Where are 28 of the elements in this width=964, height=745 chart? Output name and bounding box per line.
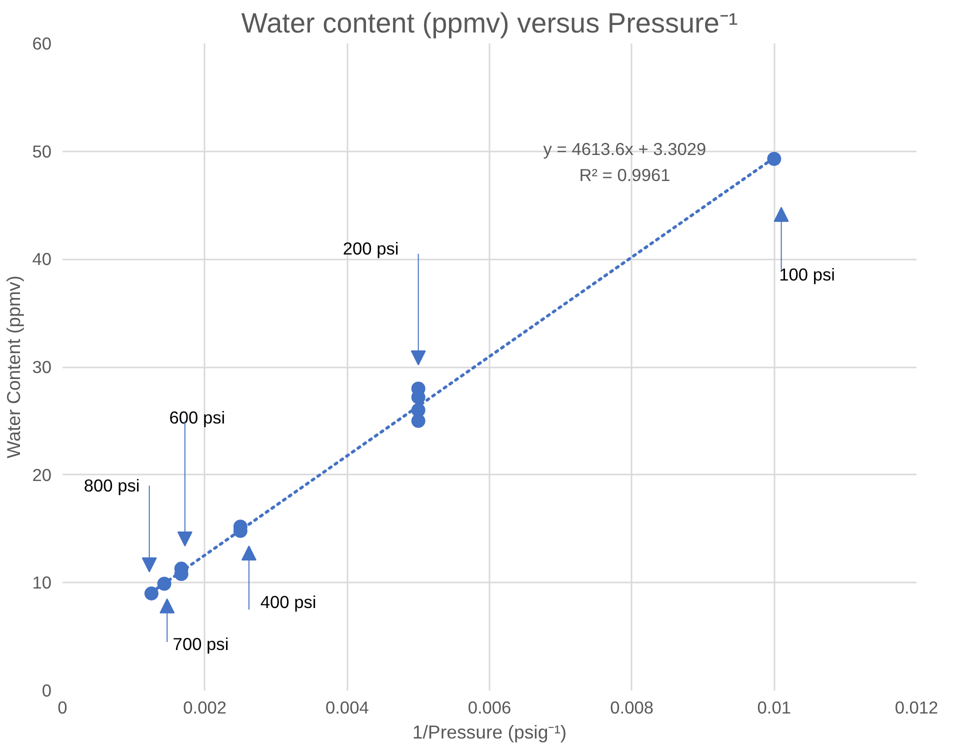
x-axis-title: 1/Pressure (psig⁻¹) bbox=[412, 722, 567, 742]
annotation: 800 psi bbox=[84, 476, 140, 496]
x-tick-label: 0.006 bbox=[468, 698, 512, 718]
y-tick-label: 30 bbox=[32, 357, 52, 377]
annotation: 200 psi bbox=[342, 238, 399, 258]
annotation: 100 psi bbox=[779, 264, 836, 284]
chart-title: Water content (ppmv) versus Pressure⁻¹ bbox=[241, 8, 738, 38]
annotation: 700 psi bbox=[172, 634, 229, 654]
x-tick-label: 0.004 bbox=[325, 698, 370, 718]
y-tick-label: 20 bbox=[32, 464, 52, 485]
point bbox=[767, 152, 782, 166]
x-tick-label: 0 bbox=[58, 698, 68, 718]
annotation: 400 psi bbox=[260, 592, 316, 612]
y-tick-label: 60 bbox=[32, 34, 52, 54]
x-tick-label: 0.008 bbox=[610, 698, 654, 718]
y-tick-label: 50 bbox=[32, 141, 52, 162]
point bbox=[144, 586, 158, 600]
annotation: R² = 0.9961 bbox=[579, 165, 670, 186]
x-tick-label: 0.002 bbox=[183, 698, 227, 718]
y-axis-title: Water Content (ppmv) bbox=[3, 276, 24, 458]
x-tick-label: 0.01 bbox=[757, 698, 792, 718]
annotation: y = 4613.6x + 3.3029 bbox=[543, 139, 706, 160]
point bbox=[411, 414, 426, 428]
y-tick-label: 40 bbox=[32, 249, 52, 270]
x-tick-label: 0.012 bbox=[894, 698, 938, 718]
y-tick-label: 0 bbox=[42, 680, 52, 700]
annotation: 600 psi bbox=[169, 408, 226, 428]
y-tick-label: 10 bbox=[32, 572, 52, 593]
